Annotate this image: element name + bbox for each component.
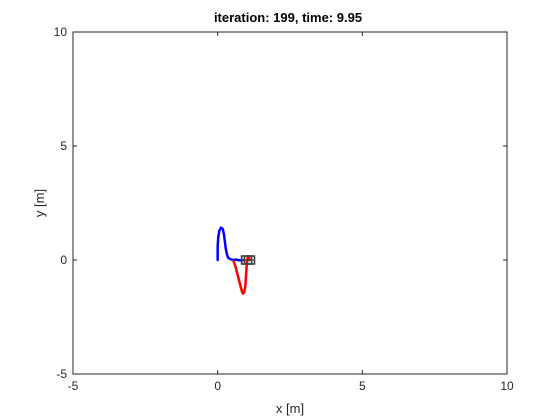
x-tick-label: 10 [500,379,514,393]
goal-marker [243,255,256,265]
series-layer [216,226,251,295]
series-line-0 [216,226,245,262]
x-tick-labels: -5 0 5 10 [68,379,514,393]
x-tick-label: 5 [359,379,366,393]
tick-layer [72,31,508,375]
y-tick-label: 0 [60,253,67,267]
y-tick-label: -5 [56,367,67,381]
x-axis-label: x [m] [276,401,304,416]
chart-title: iteration: 199, time: 9.95 [214,10,362,25]
series-line-1 [232,255,251,295]
y-tick-label: 5 [60,139,67,153]
marker-layer [240,255,256,265]
x-tick-label: -5 [68,379,79,393]
y-tick-labels: -5 0 5 10 [54,25,68,381]
plot-area [73,32,507,374]
x-tick-label: 0 [214,379,221,393]
axes-box [72,31,508,375]
y-axis-label: y [m] [32,189,47,217]
y-tick-label: 10 [54,25,68,39]
